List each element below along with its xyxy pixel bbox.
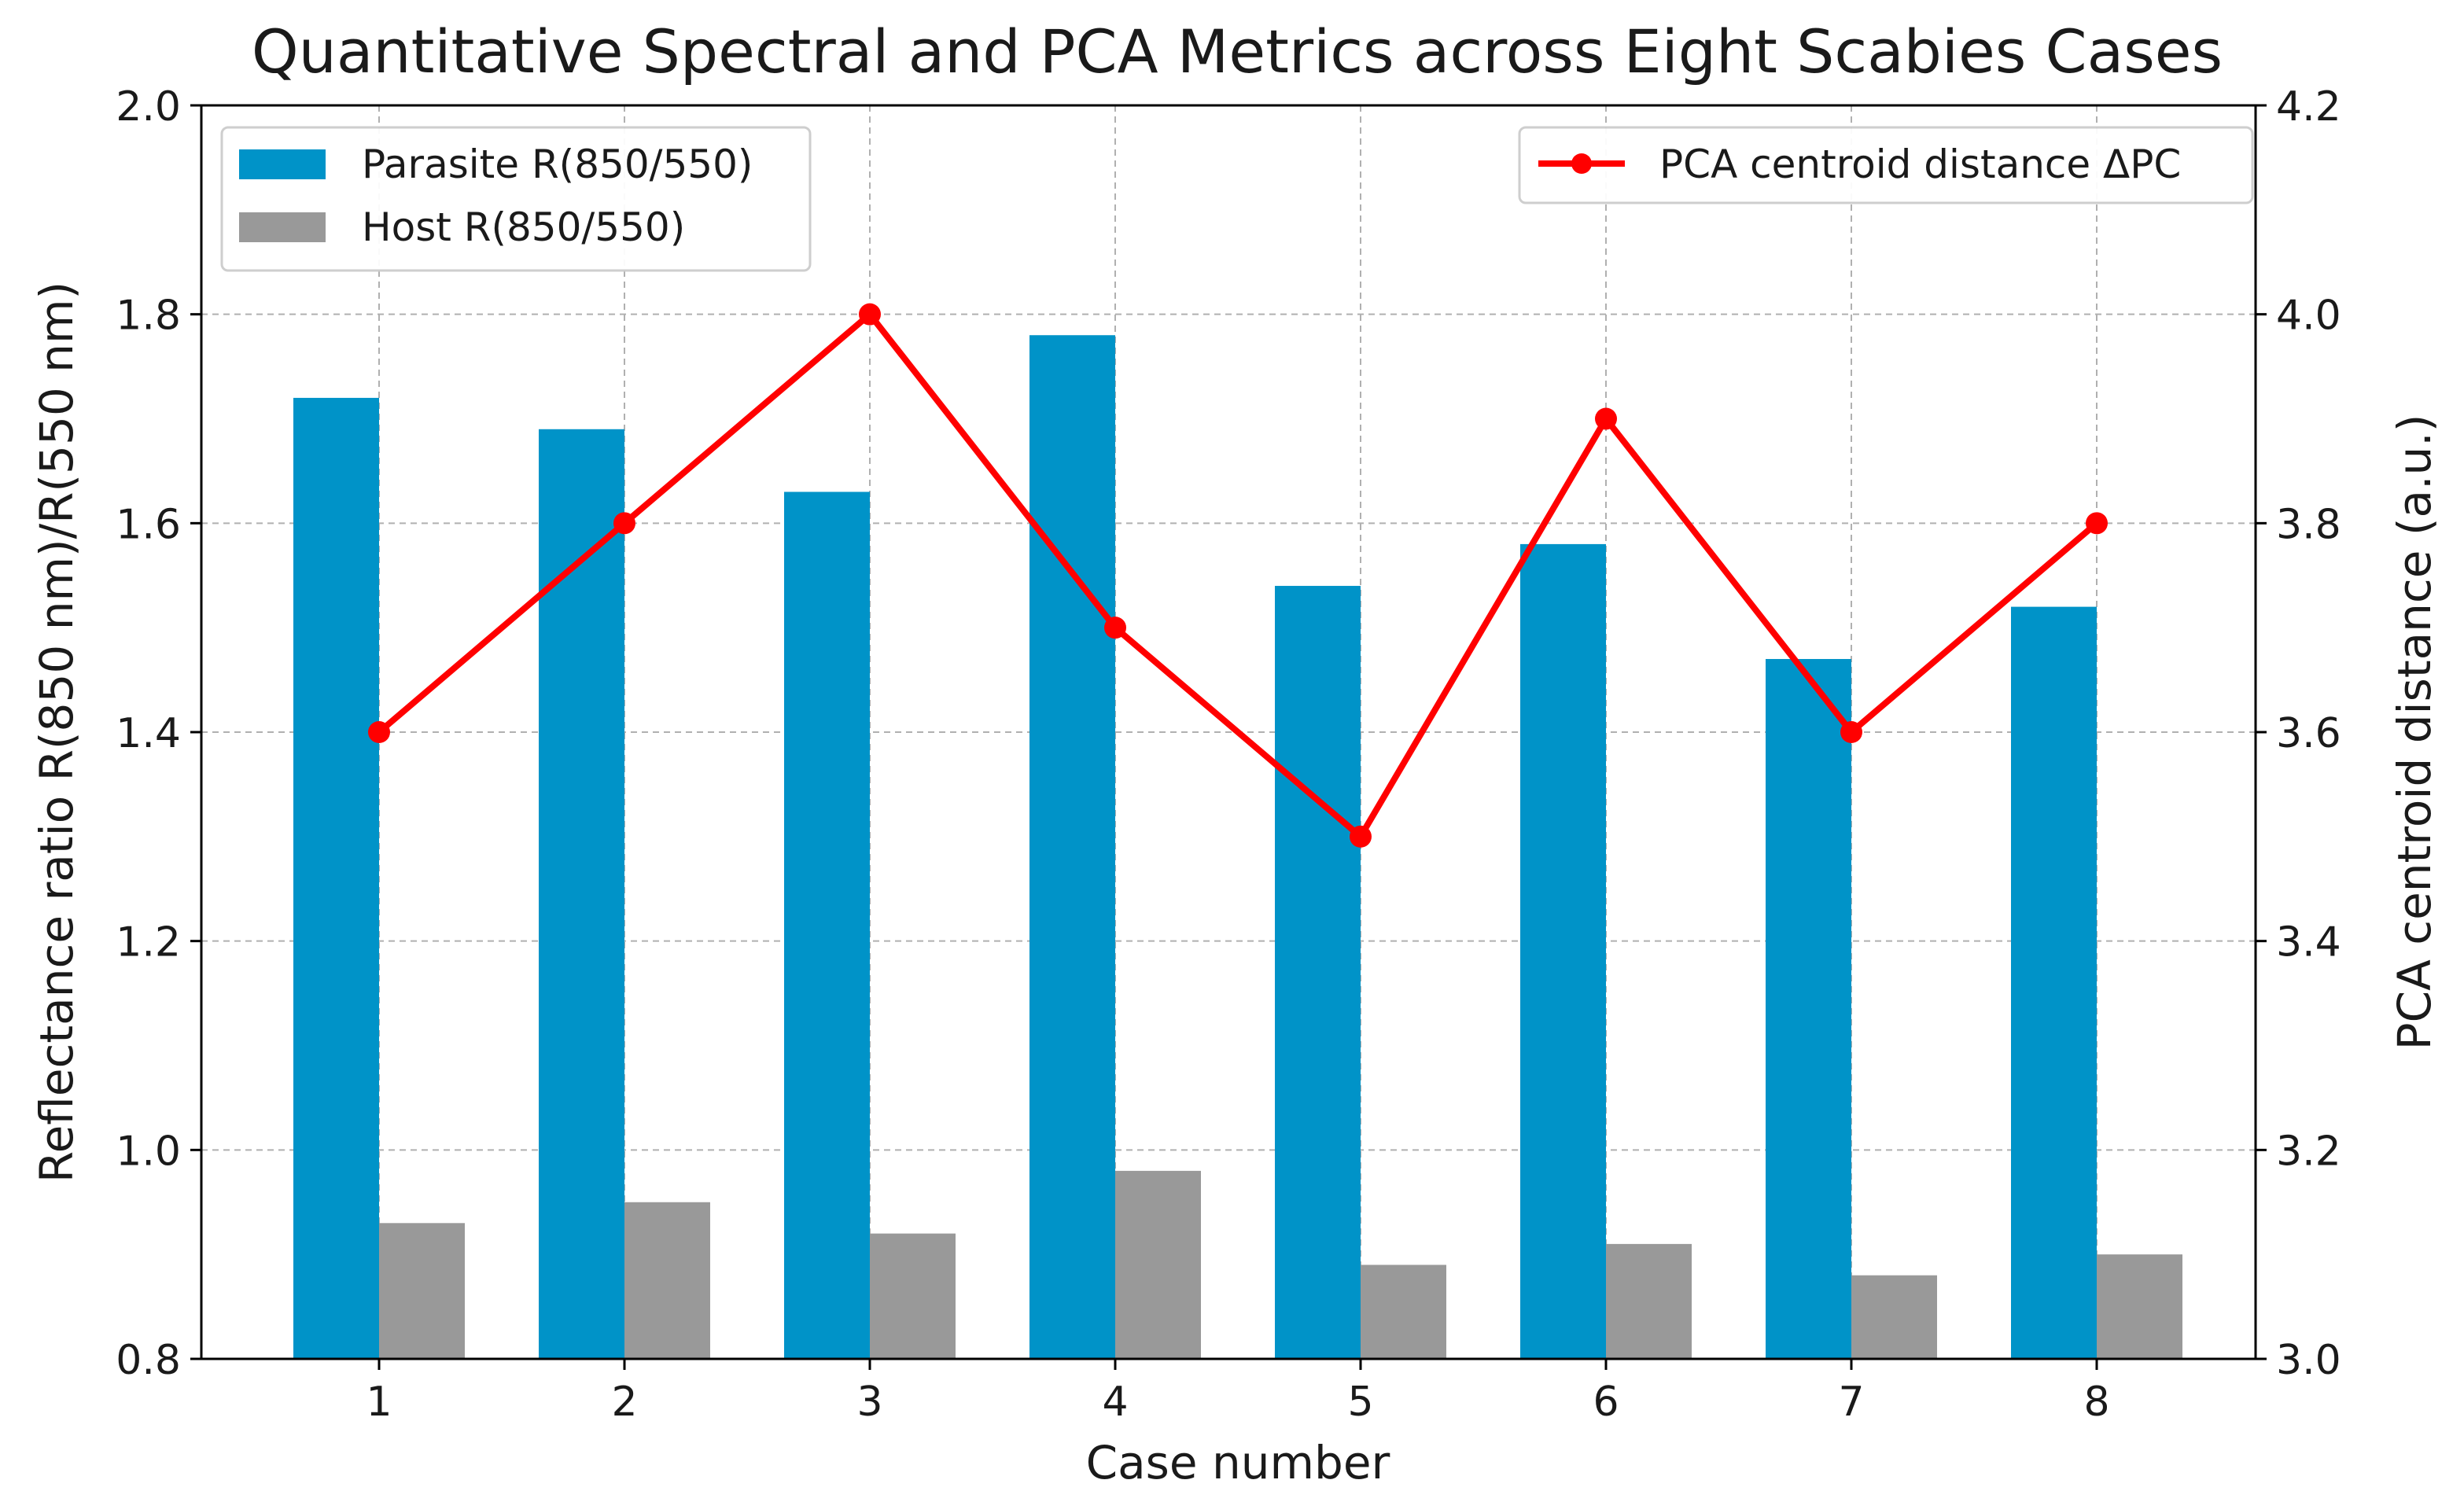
y2-tick-label: 3.4 xyxy=(2276,919,2341,966)
y2-tick-label: 3.0 xyxy=(2276,1337,2341,1384)
bar-host xyxy=(1851,1275,1937,1359)
chart-title: Quantitative Spectral and PCA Metrics ac… xyxy=(252,17,2223,87)
pca-point xyxy=(613,512,635,535)
bar-host xyxy=(379,1223,465,1359)
bar-parasite xyxy=(293,397,379,1359)
y-tick-label: 2.0 xyxy=(116,83,181,131)
x-tick-label: 2 xyxy=(611,1379,637,1426)
x-tick-label: 6 xyxy=(1593,1379,1619,1426)
x-tick-label: 8 xyxy=(2083,1379,2109,1426)
bar-parasite xyxy=(2011,606,2097,1359)
bar-series xyxy=(293,335,2182,1359)
pca-point xyxy=(2086,512,2108,535)
x-tick-label: 1 xyxy=(366,1379,392,1426)
x-tick-label: 5 xyxy=(1347,1379,1373,1426)
legend-left-frame xyxy=(220,126,812,272)
y-axis-label: Reflectance ratio R(850 nm)/R(550 nm) xyxy=(30,282,83,1183)
x-axis-label: Case number xyxy=(1086,1436,1390,1489)
y2-tick-label: 4.2 xyxy=(2276,83,2341,131)
pca-line xyxy=(377,311,2099,840)
bar-host xyxy=(2097,1254,2182,1359)
legend-swatch-host xyxy=(239,212,326,242)
bar-host xyxy=(1361,1265,1446,1359)
y-tick-label: 0.8 xyxy=(116,1337,181,1384)
x-tick-label: 7 xyxy=(1838,1379,1864,1426)
pca-point xyxy=(368,721,390,743)
y2-tick-label: 3.8 xyxy=(2276,501,2341,548)
bar-parasite xyxy=(1520,543,1606,1359)
y2-tick-label: 3.6 xyxy=(2276,710,2341,757)
y-tick-label: 1.8 xyxy=(116,293,181,340)
pca-point xyxy=(1595,407,1617,430)
legend-swatch-parasite xyxy=(239,149,326,179)
bar-parasite xyxy=(1275,586,1361,1359)
y-tick-label: 1.4 xyxy=(116,710,181,757)
legend-right: PCA centroid distance ΔPC xyxy=(1518,126,2254,204)
y2-tick-label: 4.0 xyxy=(2276,293,2341,340)
legend-left: Parasite R(850/550) Host R(850/550) xyxy=(220,126,812,272)
x-tick-label: 4 xyxy=(1102,1379,1128,1426)
bar-parasite xyxy=(1766,659,1851,1359)
axes: 0.8 1.0 1.2 1.4 1.6 1.8 2.0 3.0 3.2 3.4 3.6 3.8 4.0 4… xyxy=(116,83,2341,1426)
bar-parasite xyxy=(1029,335,1115,1359)
bar-host xyxy=(624,1202,710,1359)
bar-parasite xyxy=(539,429,624,1359)
y-tick-label: 1.6 xyxy=(116,501,181,548)
legend-swatch-pca-marker xyxy=(1571,153,1592,174)
y2-tick-label: 3.2 xyxy=(2276,1128,2341,1175)
y-tick-label: 1.0 xyxy=(116,1128,181,1175)
legend-right-frame xyxy=(1518,126,2254,204)
y2-axis-label: PCA centroid distance (a.u.) xyxy=(2388,414,2441,1051)
pca-point xyxy=(1840,721,1862,743)
bar-parasite xyxy=(784,491,870,1359)
y-tick-label: 1.2 xyxy=(116,919,181,966)
x-tick-label: 3 xyxy=(856,1379,882,1426)
bar-host xyxy=(870,1233,956,1359)
bar-host xyxy=(1115,1170,1201,1359)
bar-host xyxy=(1606,1243,1692,1359)
line-series xyxy=(368,303,2108,848)
legend-label-parasite: Parasite R(850/550) xyxy=(362,142,753,187)
pca-point xyxy=(1350,825,1372,848)
legend-label-host: Host R(850/550) xyxy=(362,204,685,250)
pca-point xyxy=(1104,617,1126,639)
legend-label-pca: PCA centroid distance ΔPC xyxy=(1659,142,2181,187)
pca-point xyxy=(859,303,881,326)
